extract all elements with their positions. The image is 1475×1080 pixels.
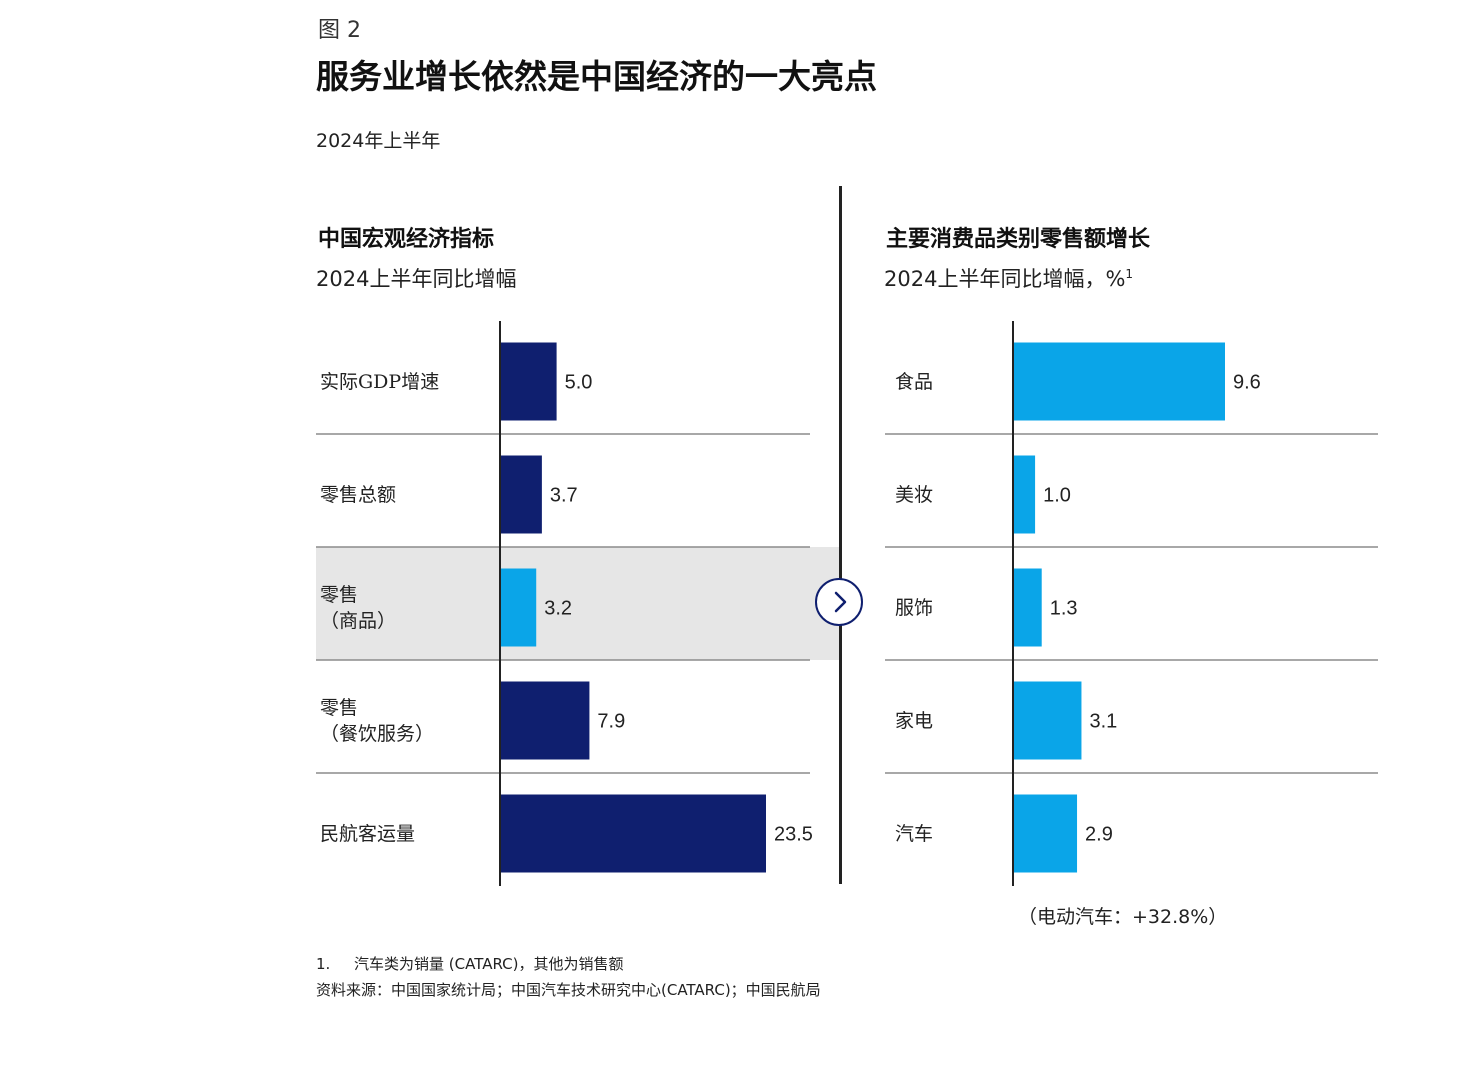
left-category-label: 实际GDP增速 bbox=[320, 369, 439, 395]
left-category-label: 零售 （商品） bbox=[320, 582, 396, 634]
right-bar bbox=[1013, 794, 1078, 873]
left-value-label: 7.9 bbox=[597, 711, 625, 733]
panel-divider bbox=[839, 186, 842, 884]
left-bar bbox=[500, 681, 590, 760]
right-category-label-line: 汽车 bbox=[895, 822, 934, 845]
right-value-label: 9.6 bbox=[1233, 372, 1261, 394]
right-value-label: 1.3 bbox=[1050, 598, 1078, 620]
right-value-label: 3.1 bbox=[1089, 711, 1117, 733]
left-panel-title: 中国宏观经济指标 bbox=[318, 226, 495, 252]
right-bar bbox=[1013, 568, 1042, 647]
left-value-label: 3.2 bbox=[544, 598, 572, 620]
right-bar bbox=[1013, 342, 1225, 421]
right-category-label-line: 服饰 bbox=[895, 596, 934, 619]
left-bar bbox=[500, 794, 766, 873]
left-category-label-line: （商品） bbox=[320, 609, 397, 632]
source-note: 资料来源：中国国家统计局；中国汽车技术研究中心(CATARC)；中国民航局 bbox=[316, 981, 821, 999]
right-category-label: 汽车 bbox=[895, 821, 933, 847]
right-category-label: 服饰 bbox=[895, 595, 933, 621]
left-category-label: 零售 （餐饮服务） bbox=[320, 695, 434, 747]
left-bar bbox=[500, 455, 542, 534]
left-category-label-line: 零售总额 bbox=[320, 483, 397, 506]
left-bar bbox=[500, 568, 537, 647]
right-category-label-line: 食品 bbox=[895, 370, 934, 393]
footnote-text: 汽车类为销量 (CATARC)，其他为销售额 bbox=[354, 955, 624, 973]
right-value-label: 2.9 bbox=[1085, 824, 1113, 846]
right-bar bbox=[1013, 681, 1082, 760]
left-category-label-line: 零售 bbox=[320, 696, 359, 719]
footnote-mark: 1 bbox=[1125, 267, 1134, 281]
left-category-label: 民航客运量 bbox=[320, 821, 415, 847]
left-value-label: 5.0 bbox=[565, 372, 593, 394]
right-panel-title: 主要消费品类别零售额增长 bbox=[886, 226, 1151, 252]
left-panel-subtitle: 2024上半年同比增幅 bbox=[316, 267, 517, 291]
left-category-label-line: 零售 bbox=[320, 583, 359, 606]
page-title: 服务业增长依然是中国经济的一大亮点 bbox=[316, 57, 877, 96]
left-value-label: 23.5 bbox=[774, 824, 813, 846]
left-value-label: 3.7 bbox=[550, 485, 578, 507]
period-label: 2024年上半年 bbox=[316, 130, 441, 152]
left-category-label: 零售总额 bbox=[320, 482, 396, 508]
ev-annotation: （电动汽车：+32.8%） bbox=[1018, 906, 1228, 928]
right-panel-subtitle-text: 2024上半年同比增幅，% bbox=[884, 267, 1126, 291]
figure-label: 图 2 bbox=[318, 18, 361, 43]
right-category-label: 家电 bbox=[895, 708, 933, 734]
right-category-label: 食品 bbox=[895, 369, 933, 395]
footnote: 1. 汽车类为销量 (CATARC)，其他为销售额 bbox=[316, 953, 623, 974]
arrow-button[interactable] bbox=[815, 578, 863, 626]
right-category-label: 美妆 bbox=[895, 482, 933, 508]
left-category-label-line: 实际GDP增速 bbox=[320, 370, 440, 393]
right-bar bbox=[1013, 455, 1036, 534]
right-panel-subtitle: 2024上半年同比增幅，%1 bbox=[884, 263, 1133, 293]
left-category-label-line: （餐饮服务） bbox=[320, 722, 435, 745]
right-value-label: 1.0 bbox=[1043, 485, 1071, 507]
footnote-number: 1. bbox=[316, 955, 331, 973]
chevron-right-icon bbox=[834, 591, 847, 613]
right-category-label-line: 家电 bbox=[895, 709, 934, 732]
left-bar bbox=[500, 342, 557, 421]
highlight-band bbox=[316, 547, 840, 660]
left-category-label-line: 民航客运量 bbox=[320, 822, 416, 845]
right-category-label-line: 美妆 bbox=[895, 483, 934, 506]
